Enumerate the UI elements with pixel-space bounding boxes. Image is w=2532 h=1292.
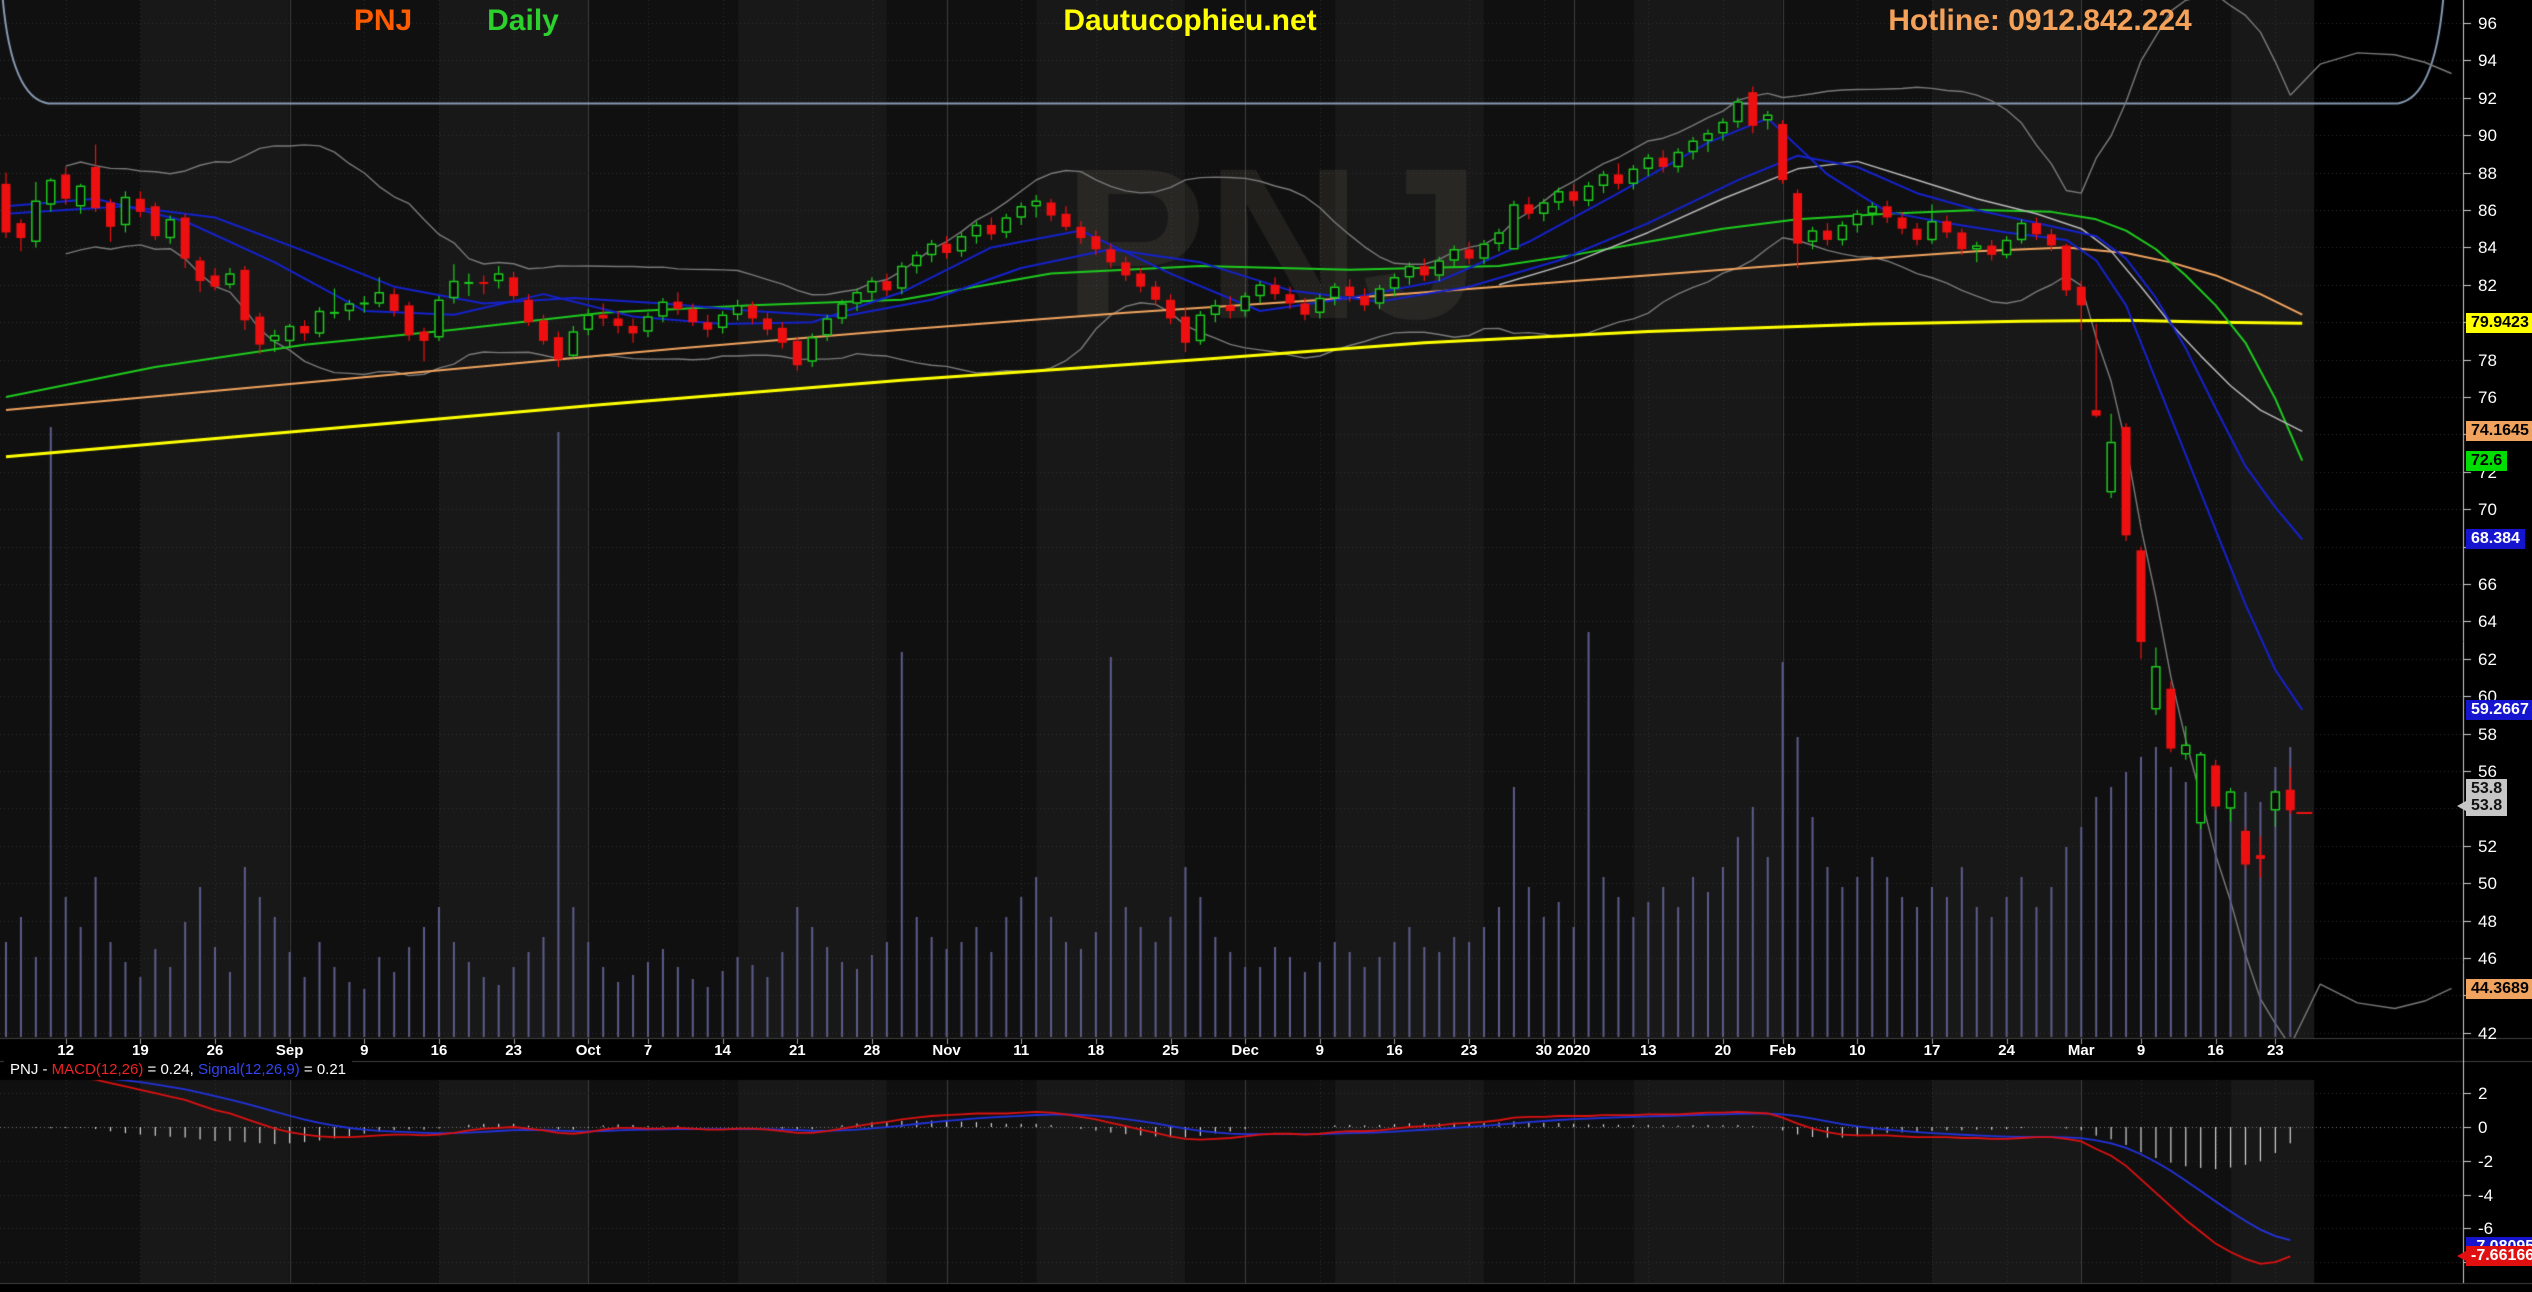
status-symbol: PNJ - [10, 1061, 52, 1078]
macd-tick-label: 2 [2478, 1084, 2488, 1104]
price-label: 72.6 [2466, 450, 2508, 471]
price-label: 59.2667 [2466, 699, 2532, 720]
status-signal-value: = 0.21 [299, 1061, 347, 1078]
price-tick-label: 56 [2478, 762, 2497, 781]
header-hotline: Hotline: 0912.842.224 [1888, 4, 2192, 37]
date-label: 23 [1460, 1042, 1478, 1059]
date-label: Oct [575, 1042, 601, 1059]
date-label: Mar [2067, 1042, 2095, 1059]
macd-tick-label: -2 [2478, 1151, 2494, 1171]
price-tick-label: 84 [2478, 238, 2497, 258]
price-label: 44.3689 [2466, 978, 2532, 999]
price-tick-label: 86 [2478, 201, 2497, 220]
price-tick-label: 88 [2478, 163, 2497, 183]
price-tick-label: 70 [2478, 500, 2497, 520]
status-signal-label: Signal(12,26,9) [198, 1061, 300, 1078]
price-label: 74.1645 [2466, 421, 2532, 442]
price-tick-label: 82 [2478, 275, 2497, 295]
date-label: 10 [1848, 1042, 1866, 1059]
date-label: 18 [1087, 1042, 1105, 1059]
date-label: 11 [1013, 1042, 1030, 1059]
date-label: 13 [1639, 1042, 1657, 1059]
price-tick-label: 52 [2478, 836, 2497, 856]
date-label: 9 [360, 1042, 369, 1059]
date-label: 20 [1714, 1042, 1732, 1059]
date-label: 23 [2267, 1042, 2284, 1059]
date-label: 9 [1315, 1042, 1324, 1059]
price-tick-label: 50 [2478, 874, 2497, 894]
date-label: 28 [863, 1042, 881, 1059]
price-tick-label: 42 [2478, 1023, 2497, 1043]
price-tick-label: 62 [2478, 649, 2497, 669]
price-tick-label: 64 [2478, 612, 2497, 632]
price-tick-label: 58 [2478, 724, 2497, 744]
header-site-watermark: Dautucophieu.net [1063, 4, 1317, 37]
date-label: 17 [1923, 1042, 1941, 1059]
date-label: 12 [57, 1042, 75, 1059]
macd-tick-label: 0 [2478, 1118, 2488, 1137]
date-label: Sep [275, 1042, 304, 1059]
status-macd-label: MACD(12,26) [51, 1061, 144, 1078]
price-label-arrow [2457, 801, 2466, 811]
date-label: 24 [1998, 1042, 2015, 1059]
price-tick-label: 92 [2478, 88, 2497, 108]
date-label: 25 [1162, 1042, 1179, 1059]
date-label: 9 [2136, 1042, 2146, 1059]
date-label: 26 [206, 1042, 224, 1059]
date-label: 19 [132, 1042, 149, 1059]
date-label: 16 [1386, 1042, 1403, 1059]
price-tick-label: 94 [2478, 51, 2497, 71]
price-tick-label: 96 [2478, 14, 2497, 33]
price-tick-label: 48 [2478, 911, 2497, 931]
status-macd-value: = 0.24, [143, 1061, 198, 1078]
price-tick-label: 66 [2478, 575, 2497, 594]
macd-status-line: PNJ - MACD(12,26) = 0.24, Signal(12,26,9… [4, 1060, 353, 1079]
price-label: 53.8 [2466, 779, 2508, 799]
price-tick-label: 76 [2478, 388, 2497, 407]
date-label: Nov [932, 1042, 961, 1059]
price-label: 68.384 [2466, 529, 2525, 550]
price-label: 53.8 [2457, 796, 2508, 816]
price-tick-label: 78 [2478, 350, 2497, 370]
date-label: Feb [1769, 1042, 1796, 1059]
price-label: -7.66166 [2457, 1246, 2532, 1267]
date-label: 7 [643, 1042, 653, 1059]
price-label-arrow [2457, 1251, 2466, 1262]
date-label: 30 [1535, 1042, 1553, 1059]
macd-tick-label: -6 [2478, 1219, 2494, 1239]
price-tick-label: 46 [2478, 949, 2497, 968]
date-label: Dec [1231, 1042, 1259, 1059]
date-label: 21 [788, 1042, 806, 1059]
date-label: 16 [2207, 1042, 2224, 1059]
price-label: 79.9423 [2466, 313, 2532, 334]
header-symbol: PNJ [353, 4, 413, 37]
price-tick-label: 90 [2478, 126, 2497, 146]
date-label: 14 [714, 1042, 731, 1059]
date-label: 23 [505, 1042, 522, 1059]
date-label: 2020 [1556, 1042, 1591, 1059]
header-timeframe: Daily [487, 4, 559, 37]
macd-tick-label: -4 [2478, 1185, 2494, 1205]
date-label: 16 [430, 1042, 448, 1059]
